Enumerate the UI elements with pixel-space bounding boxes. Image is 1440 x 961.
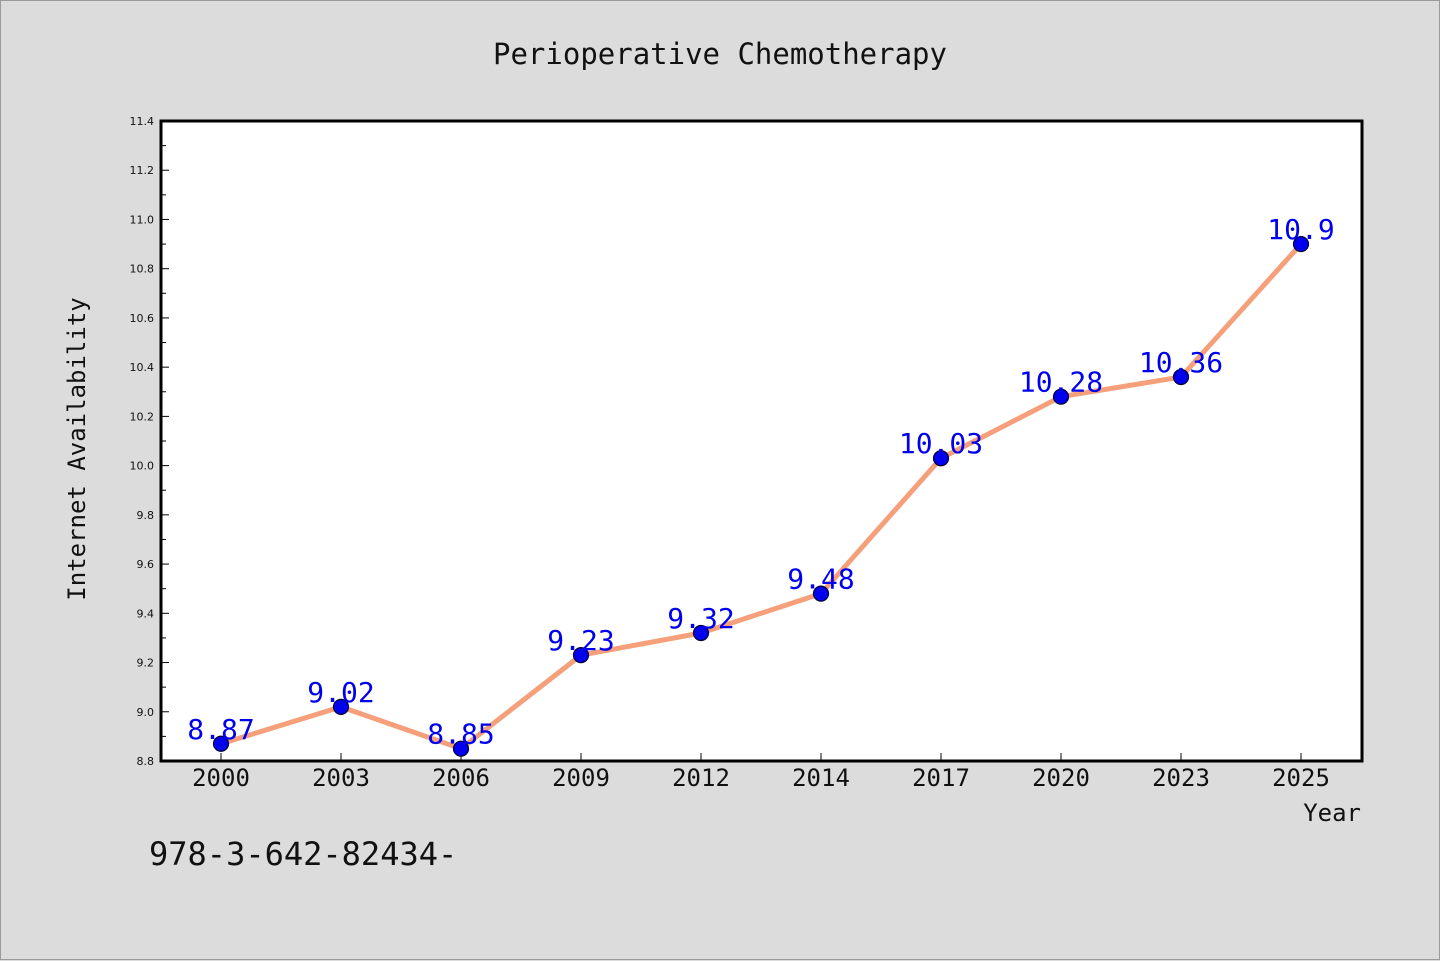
y-tick-label: 8.8 bbox=[137, 755, 155, 768]
footer-code: 978-3-642-82434- bbox=[149, 835, 457, 873]
data-point bbox=[452, 740, 470, 757]
x-tick-label: 2025 bbox=[1272, 764, 1330, 792]
y-tick-label: 9.6 bbox=[137, 558, 155, 571]
data-point bbox=[212, 735, 230, 752]
data-label: 10.28 bbox=[1019, 366, 1103, 399]
y-axis-ticks: 8.8 9.0 9.2 9.4 9.6 9.8 10.0 10.2 10.4 10.6 10.8 11… bbox=[130, 115, 169, 768]
series-line bbox=[218, 241, 1304, 752]
plot-area bbox=[159, 119, 1364, 763]
data-label: 9.02 bbox=[307, 676, 374, 709]
data-point bbox=[692, 624, 710, 642]
data-label: 8.85 bbox=[427, 718, 494, 751]
data-label: 8.87 bbox=[187, 713, 254, 746]
data-label: 9.48 bbox=[787, 563, 854, 596]
y-tick-label: 9.2 bbox=[137, 657, 155, 670]
y-tick-label: 10.8 bbox=[130, 263, 155, 276]
y-tick-label: 11.4 bbox=[130, 115, 155, 128]
x-tick-label: 2009 bbox=[552, 764, 610, 792]
x-axis-ticks: 2000 2003 2006 2009 2012 2014 2017 2020 2023 2025 bbox=[192, 753, 1330, 792]
x-tick-label: 2023 bbox=[1152, 764, 1210, 792]
data-label: 9.32 bbox=[667, 602, 734, 635]
data-label: 10.36 bbox=[1139, 346, 1223, 379]
data-point bbox=[1052, 388, 1070, 405]
y-tick-label: 11.0 bbox=[130, 213, 155, 226]
x-tick-label: 2012 bbox=[672, 764, 730, 792]
x-tick-label: 2006 bbox=[432, 764, 490, 792]
data-point bbox=[812, 585, 830, 602]
series-layer: 8.87 9.02 8.85 9.23 9.32 9.48 10.03 10.28 10.36 1… bbox=[187, 213, 1335, 757]
x-tick-label: 2003 bbox=[312, 764, 370, 792]
y-tick-label: 10.0 bbox=[130, 460, 155, 473]
x-tick-label: 2020 bbox=[1032, 764, 1090, 792]
x-tick-label: 2017 bbox=[912, 764, 970, 792]
y-tick-label: 10.6 bbox=[130, 312, 155, 325]
data-label: 9.23 bbox=[547, 624, 614, 657]
x-tick-label: 2000 bbox=[192, 764, 250, 792]
data-point bbox=[1172, 368, 1190, 386]
data-label: 10.03 bbox=[899, 427, 983, 460]
y-axis-label: Internet Availability bbox=[63, 297, 91, 600]
y-tick-label: 9.0 bbox=[137, 706, 155, 719]
y-tick-label: 9.4 bbox=[137, 607, 155, 620]
y-tick-label: 9.8 bbox=[137, 509, 155, 522]
chart-title: Perioperative Chemotherapy bbox=[493, 37, 947, 71]
y-tick-label: 10.2 bbox=[130, 410, 155, 423]
data-label: 10.9 bbox=[1267, 213, 1334, 246]
y-tick-label: 10.4 bbox=[130, 361, 155, 374]
data-point bbox=[932, 450, 950, 467]
x-axis-label: Year bbox=[1303, 799, 1361, 827]
data-point bbox=[572, 647, 590, 664]
data-point bbox=[1292, 235, 1310, 253]
x-tick-label: 2014 bbox=[792, 764, 850, 792]
y-tick-label: 11.2 bbox=[130, 164, 155, 177]
data-point bbox=[332, 698, 350, 715]
